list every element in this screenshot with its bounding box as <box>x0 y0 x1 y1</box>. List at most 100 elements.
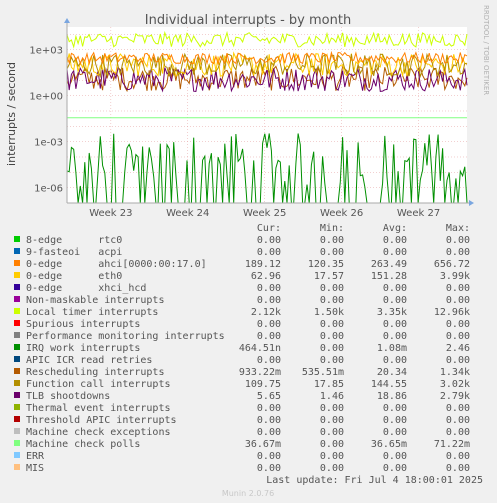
legend-value-cur: 0.00 <box>257 331 281 342</box>
legend-swatch <box>14 404 20 410</box>
legend-value-min: 0.00 <box>320 463 344 474</box>
legend-value-min: 0.00 <box>320 355 344 366</box>
legend-value-avg: 0.00 <box>383 427 407 438</box>
x-tick-label: Week 27 <box>397 208 440 219</box>
legend-value-avg: 0.00 <box>383 463 407 474</box>
legend-value-cur: 0.00 <box>257 247 281 258</box>
x-tick-label: Week 25 <box>243 208 286 219</box>
legend-row: 8-edge rtc0 0.00 0.00 0.00 0.00 <box>14 235 470 246</box>
y-axis-label: interrupts / second <box>5 62 18 166</box>
legend-value-max: 0.00 <box>446 319 470 330</box>
watermark: RRDTOOL / TOBI OETIKER <box>482 5 490 95</box>
legend-value-min: 0.00 <box>320 319 344 330</box>
legend-value-cur: 0.00 <box>257 427 281 438</box>
legend-swatch <box>14 392 20 398</box>
legend-row: Machine check polls 36.67m 0.00 36.65m 71.22… <box>14 439 470 450</box>
legend-label: 8-edge rtc0 <box>26 235 122 246</box>
legend-value-max: 0.00 <box>446 415 470 426</box>
series-line <box>66 30 468 49</box>
x-tick-label: Week 23 <box>89 208 132 219</box>
legend-value-cur: 464.51n <box>239 343 281 354</box>
x-axis-arrow <box>469 200 474 206</box>
legend-value-cur: 933.22m <box>239 367 281 378</box>
legend-value-avg: 0.00 <box>383 295 407 306</box>
legend-label: Rescheduling interrupts <box>26 367 164 378</box>
legend-value-avg: 18.86 <box>377 391 407 402</box>
legend-value-max: 0.00 <box>446 331 470 342</box>
legend-row: ERR 0.00 0.00 0.00 0.00 <box>14 451 470 462</box>
legend-label: Thermal event interrupts <box>26 403 171 414</box>
legend-swatch <box>14 260 20 266</box>
legend-value-min: 17.85 <box>314 379 344 390</box>
x-tick-label: Week 26 <box>320 208 363 219</box>
x-tick-label: Week 24 <box>166 208 209 219</box>
legend-swatch <box>14 284 20 290</box>
legend-value-cur: 36.67m <box>245 439 281 450</box>
legend-swatch <box>14 428 20 434</box>
legend-value-cur: 0.00 <box>257 451 281 462</box>
legend-value-avg: 0.00 <box>383 247 407 258</box>
plot-area <box>67 27 467 203</box>
legend-swatch <box>14 440 20 446</box>
legend-row: 9-fasteoi acpi 0.00 0.00 0.00 0.00 <box>14 247 470 258</box>
legend-swatch <box>14 272 20 278</box>
legend-label: Non-maskable interrupts <box>26 295 164 306</box>
legend-value-min: 0.00 <box>320 427 344 438</box>
legend-value-max: 0.00 <box>446 283 470 294</box>
legend-swatch <box>14 368 20 374</box>
legend-value-cur: 0.00 <box>257 355 281 366</box>
y-tick-label: 1e+00 <box>29 92 63 103</box>
last-update: Last update: Fri Jul 4 18:00:01 2025 <box>266 475 483 486</box>
column-max: Max: <box>446 223 470 234</box>
legend-swatch <box>14 332 20 338</box>
legend-value-cur: 0.00 <box>257 403 281 414</box>
footer: Munin 2.0.76 <box>222 489 274 498</box>
legend-value-max: 0.00 <box>446 451 470 462</box>
legend-swatch <box>14 308 20 314</box>
legend-value-min: 1.50k <box>314 307 344 318</box>
legend-value-min: 17.57 <box>314 271 344 282</box>
legend-value-min: 1.46 <box>320 391 344 402</box>
legend-value-avg: 0.00 <box>383 283 407 294</box>
legend-value-max: 0.00 <box>446 403 470 414</box>
legend-row: TLB shootdowns 5.65 1.46 18.86 2.79k <box>14 391 470 402</box>
legend-value-max: 3.02k <box>440 379 470 390</box>
legend-value-min: 0.00 <box>320 283 344 294</box>
legend-row: Performance monitoring interrupts 0.00 0.0… <box>14 331 470 342</box>
legend-value-cur: 0.00 <box>257 295 281 306</box>
legend-row: MIS 0.00 0.00 0.00 0.00 <box>14 463 470 474</box>
y-tick-label: 1e-06 <box>34 184 63 195</box>
chart-title: Individual interrupts - by month <box>145 13 351 28</box>
legend-value-max: 656.72 <box>434 259 470 270</box>
legend-value-min: 0.00 <box>320 247 344 258</box>
legend-value-min: 0.00 <box>320 415 344 426</box>
y-tick-label: 1e-03 <box>34 138 63 149</box>
legend-swatch <box>14 344 20 350</box>
legend-value-cur: 0.00 <box>257 319 281 330</box>
legend-label: 0-edge ahci[0000:00:17.0] <box>26 259 207 270</box>
legend-label: IRQ work interrupts <box>26 343 140 354</box>
legend-swatch <box>14 380 20 386</box>
legend-swatch <box>14 452 20 458</box>
legend-value-avg: 0.00 <box>383 355 407 366</box>
legend-label: Local timer interrupts <box>26 307 158 318</box>
legend-value-avg: 0.00 <box>383 235 407 246</box>
legend-value-max: 0.00 <box>446 427 470 438</box>
legend-value-avg: 144.55 <box>371 379 407 390</box>
legend-value-min: 0.00 <box>320 235 344 246</box>
column-min: Min: <box>320 223 344 234</box>
legend-value-cur: 0.00 <box>257 463 281 474</box>
legend: 8-edge rtc0 0.00 0.00 0.00 0.009-fasteoi acp… <box>14 235 470 474</box>
legend-value-min: 120.35 <box>308 259 344 270</box>
legend-value-max: 0.00 <box>446 463 470 474</box>
legend-value-cur: 109.75 <box>245 379 281 390</box>
legend-value-max: 2.46 <box>446 343 470 354</box>
legend-row: Thermal event interrupts 0.00 0.00 0.00 0.00 <box>14 403 470 414</box>
legend-value-max: 71.22m <box>434 439 470 450</box>
legend-row: 0-edge xhci_hcd 0.00 0.00 0.00 0.00 <box>14 283 470 294</box>
legend-value-max: 0.00 <box>446 247 470 258</box>
legend-label: Function call interrupts <box>26 379 171 390</box>
legend-label: MIS <box>26 463 44 474</box>
legend-label: Spurious interrupts <box>26 319 140 330</box>
